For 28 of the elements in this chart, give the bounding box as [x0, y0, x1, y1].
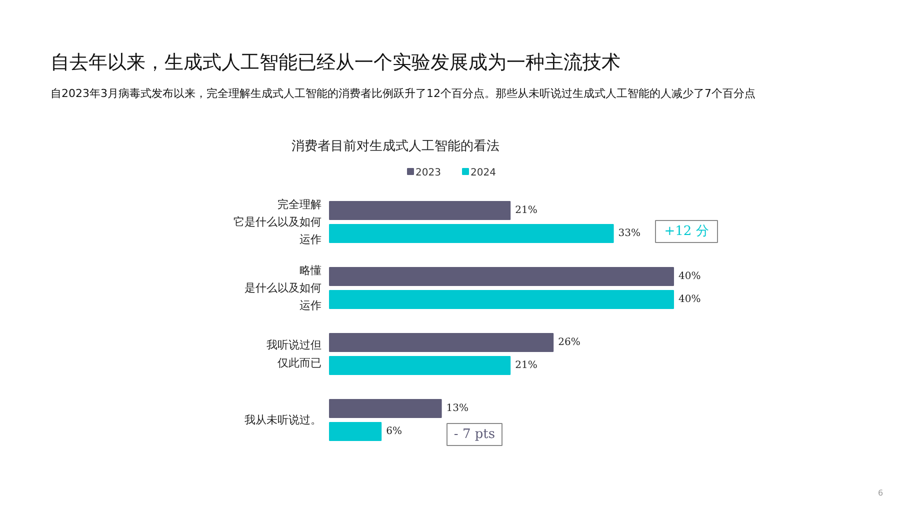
- y-tick-label: 完全理解它是什么以及如何运作: [234, 198, 322, 246]
- text: 消费者目前对生成式人工智能的看法: [292, 139, 500, 154]
- annotation: +12 分: [664, 224, 709, 239]
- bar: [329, 356, 511, 375]
- data-label: 40%: [678, 294, 701, 305]
- legend-label: 2023: [416, 168, 441, 178]
- y-tick-label: 我听说过但仅此而已: [266, 338, 322, 370]
- bar: [329, 224, 614, 243]
- text: 6: [878, 488, 884, 498]
- bar: [329, 333, 554, 352]
- data-label: 26%: [558, 337, 580, 348]
- bar: [329, 422, 382, 441]
- data-label: 21%: [515, 205, 538, 216]
- data-label: 40%: [678, 271, 701, 282]
- bar: [329, 201, 511, 220]
- data-label: 13%: [446, 403, 469, 414]
- bar: [329, 399, 442, 418]
- data-label: 6%: [386, 426, 402, 437]
- legend-label: 2024: [470, 168, 496, 178]
- annotation: - 7 pts: [454, 427, 496, 442]
- y-tick-label: 我从未听说过。: [244, 414, 322, 426]
- bar: [329, 267, 674, 286]
- chart-title: 自去年以来，生成式人工智能已经从一个实验发展成为一种主流技术: [50, 52, 620, 74]
- chart-subtitle: 自2023年3月病毒式发布以来，完全理解生成式人工智能的消费者比例跃升了12个百分点。那些从未听说过生成式人工智能的人减少了7个百分点: [50, 87, 756, 100]
- data-label: 33%: [618, 228, 641, 239]
- bar: [329, 290, 674, 309]
- y-tick-label: 略懂是什么以及如何运作: [244, 264, 322, 312]
- data-label: 21%: [515, 360, 538, 371]
